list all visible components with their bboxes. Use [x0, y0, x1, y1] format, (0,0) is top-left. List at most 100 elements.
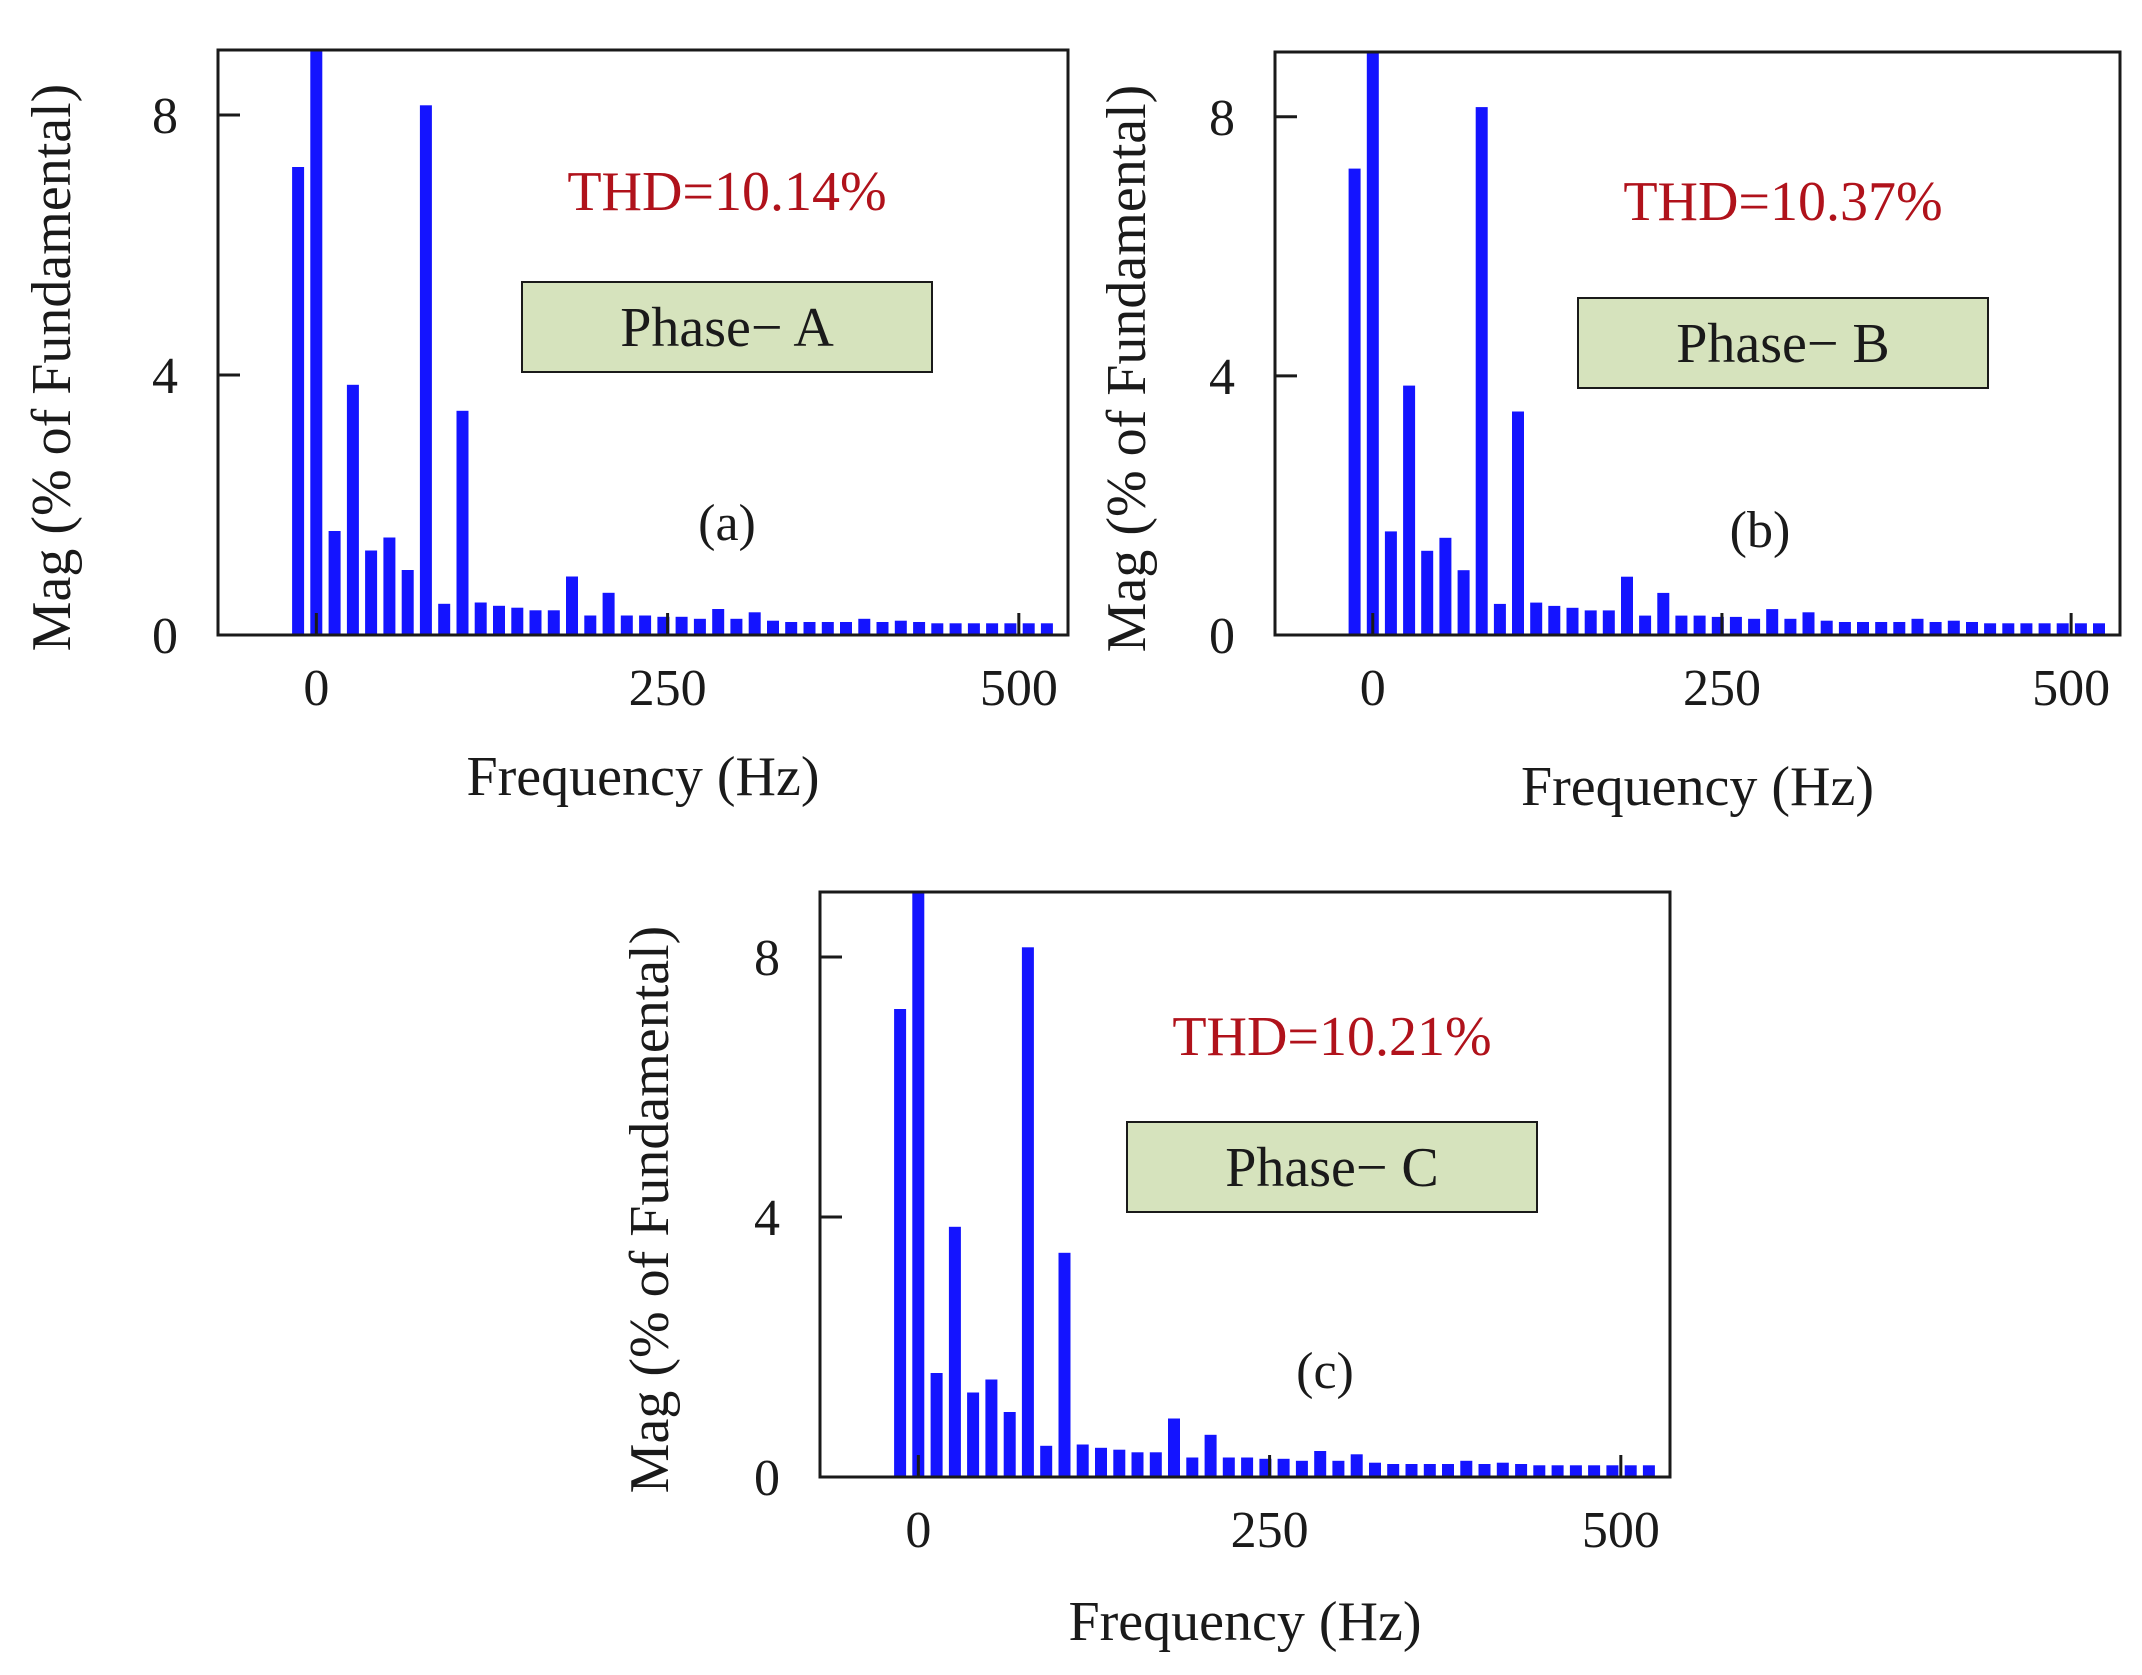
phase-label-box [1126, 1121, 1538, 1213]
spectrum-bar [620, 615, 633, 635]
spectrum-bar [986, 623, 999, 635]
thd-annotation: THD=10.21% [1172, 1006, 1491, 1068]
spectrum-bar [840, 622, 852, 635]
y-tick-label: 8 [754, 930, 780, 987]
spectrum-bar [639, 615, 652, 635]
spectrum-bar [675, 616, 688, 635]
spectrum-bar [1621, 576, 1633, 635]
spectrum-bar [785, 622, 798, 635]
spectrum-bar [1857, 622, 1869, 635]
spectrum-bar [1693, 615, 1706, 635]
y-tick-label: 0 [1209, 608, 1235, 665]
spectrum-bar [1405, 1464, 1418, 1477]
plot-frame [1273, 50, 2122, 637]
spectrum-bar [967, 623, 980, 635]
x-tick-label: 0 [905, 1502, 931, 1559]
spectrum-bar [1475, 107, 1488, 636]
thd-annotation: THD=10.14% [567, 161, 886, 223]
spectrum-bar [913, 622, 926, 635]
spectrum-bar [547, 610, 560, 635]
y-tick-label: 8 [152, 88, 178, 145]
spectrum-bar [383, 537, 396, 635]
spectrum-bar [2093, 623, 2105, 635]
spectrum-bar [1314, 1451, 1327, 1477]
spectrum-bar [1802, 612, 1815, 635]
spectrum-bar [401, 570, 414, 635]
y-axis-title: Mag (% of Fundamental) [1096, 85, 1158, 653]
spectrum-bar [2074, 623, 2087, 635]
spectrum-bar [1588, 1465, 1601, 1477]
spectrum-bar [1929, 622, 1942, 635]
spectrum-bar [1348, 168, 1361, 635]
spectrum-bar [1569, 1465, 1582, 1477]
spectrum-bar [1350, 1454, 1363, 1478]
phase-label: Phase− C [1225, 1137, 1439, 1199]
spectrum-bar [1113, 1449, 1126, 1477]
spectrum-bar [1675, 615, 1688, 635]
spectrum-bar [1186, 1457, 1199, 1477]
x-axis-title: Frequency (Hz) [467, 746, 820, 808]
x-tick-label: 500 [2032, 660, 2110, 717]
y-tick-label: 0 [152, 608, 178, 665]
spectrum-bar [566, 576, 578, 635]
spectrum-bar [1004, 623, 1017, 635]
spectrum-bar [493, 605, 505, 636]
spectrum-bar [967, 1392, 980, 1477]
chart-panel-c: 0 4 8 0 250 500 Frequency (Hz) Mag (% of Fundam… [619, 890, 1672, 1653]
plot-frame [818, 890, 1672, 1479]
spectrum-bar [948, 1226, 961, 1478]
y-tick-label: 0 [754, 1450, 780, 1507]
spectrum-bar [1168, 1418, 1180, 1477]
x-tick-label: 0 [303, 660, 329, 717]
spectrum-bar [1602, 610, 1615, 635]
spectrum-bar [1421, 550, 1434, 635]
spectrum-bar [1820, 620, 1833, 635]
spectrum-bar [1584, 610, 1597, 635]
spectrum-bar [2002, 623, 2015, 635]
spectrum-bar [1911, 618, 1924, 635]
phase-label: Phase− B [1676, 313, 1890, 375]
spectrum-bar [292, 167, 305, 635]
spectrum-bar [1222, 1457, 1235, 1477]
spectrum-bar [365, 550, 378, 635]
spectrum-bar [1003, 1412, 1016, 1477]
y-axis-title: Mag (% of Fundamental) [619, 926, 681, 1494]
spectrum-bar [1277, 1458, 1290, 1477]
spectrum-bar [456, 410, 469, 636]
spectrum-bar [1784, 618, 1797, 635]
spectrum-bar [930, 1373, 943, 1477]
spectrum-bar [1515, 1464, 1528, 1477]
x-tick-label: 250 [1231, 1502, 1309, 1559]
spectrum-bar [1366, 52, 1379, 635]
spectrum-bar [511, 607, 524, 635]
spectrum-bar [1332, 1460, 1345, 1478]
spectrum-bar [1512, 411, 1524, 635]
x-axis-title: Frequency (Hz) [1521, 756, 1874, 818]
spectrum-bar [1241, 1457, 1254, 1477]
phase-label-box [521, 281, 933, 373]
spectrum-bar [894, 620, 907, 635]
spectrum-bar [1748, 618, 1761, 635]
spectrum-bar [1076, 1444, 1089, 1477]
spectrum-bar [1551, 1465, 1564, 1477]
spectrum-bar [1442, 1464, 1454, 1477]
y-tick-label: 4 [152, 348, 178, 405]
spectrum-bar [310, 50, 323, 635]
spectrum-bar [1403, 385, 1416, 635]
thd-annotation: THD=10.37% [1623, 171, 1942, 233]
spectrum-bar [1966, 622, 1978, 635]
spectrum-bar [748, 612, 761, 636]
spectrum-bar [2056, 623, 2069, 635]
spectrum-bar [1439, 537, 1452, 635]
spectrum-bar [1984, 623, 1997, 635]
spectrum-bar [1566, 607, 1579, 635]
y-tick-label: 8 [1209, 90, 1235, 147]
spectrum-bar [858, 618, 871, 636]
spectrum-bar [1478, 1464, 1491, 1477]
spectrum-bar [1493, 603, 1506, 635]
spectrum-bar [474, 602, 487, 635]
spectrum-bar [1766, 609, 1779, 635]
spectrum-bar [1295, 1460, 1308, 1478]
spectrum-bar [1530, 602, 1543, 635]
